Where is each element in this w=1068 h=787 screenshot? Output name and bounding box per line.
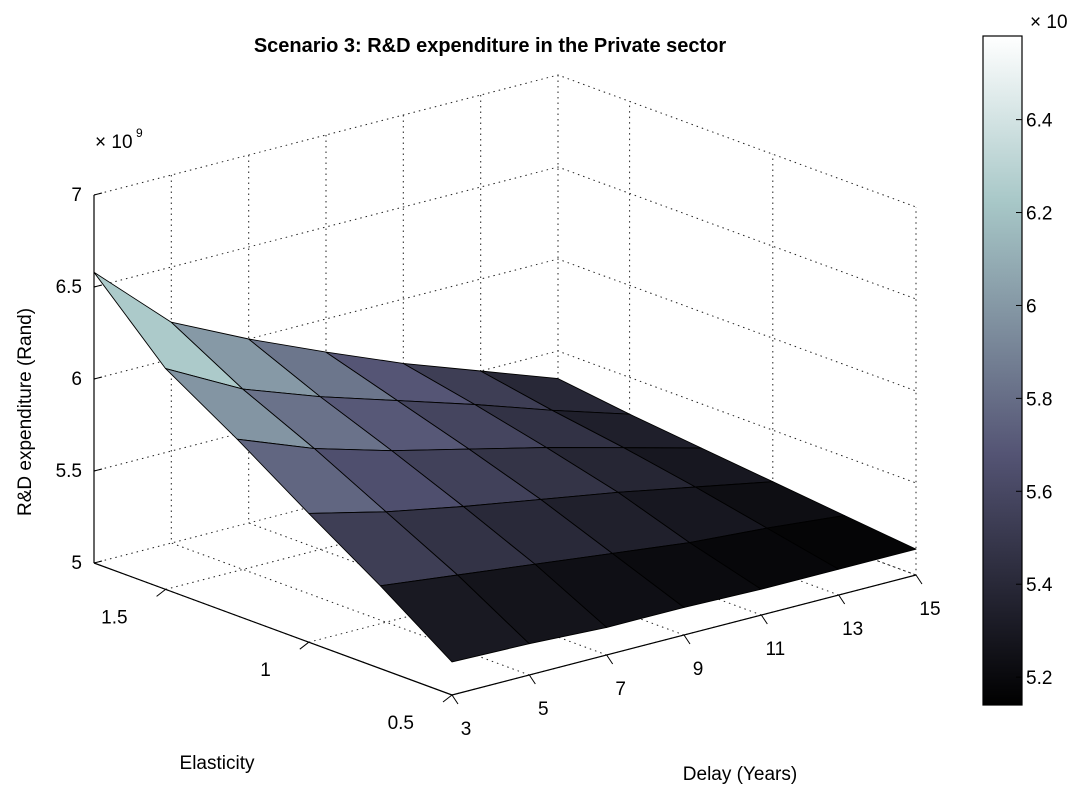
z-gridline xyxy=(93,166,917,300)
x-tick-label: 9 xyxy=(693,659,704,680)
y-tick-label: 1.5 xyxy=(101,607,127,628)
surface-layer xyxy=(93,271,917,663)
surface-patch xyxy=(766,515,917,570)
z-tick-mark xyxy=(93,560,103,564)
tick-labels: 5 5.5 6 6.5 7 3 5 7 9 11 13 15 0.5 1 1.5 xyxy=(56,185,941,740)
y-axis-line xyxy=(93,562,453,696)
x-tick-mark xyxy=(915,574,923,585)
y-tick-label: 0.5 xyxy=(388,713,414,734)
y-tick-mark xyxy=(156,589,166,597)
z-tick-mark xyxy=(93,192,103,196)
x-tick-label: 15 xyxy=(919,599,940,620)
x-tick-label: 3 xyxy=(461,719,472,740)
z-axis-label: R&D expenditure (Rand) xyxy=(15,308,36,516)
z-gridline xyxy=(93,74,917,208)
z-tick-mark xyxy=(93,376,103,380)
x-axis-label: Delay (Years) xyxy=(683,764,797,785)
x-tick-label: 11 xyxy=(765,639,785,660)
colorbar-tick-label: 5.4 xyxy=(1026,575,1053,596)
colorbar-tick-label: 5.6 xyxy=(1026,482,1052,503)
x-tick-mark xyxy=(683,634,691,645)
y-tick-mark xyxy=(442,694,453,703)
z-tick-label: 5 xyxy=(71,553,82,574)
x-tick-mark xyxy=(606,654,614,665)
z-multiplier-exponent: 9 xyxy=(136,126,143,140)
x-tick-label: 7 xyxy=(615,679,626,700)
colorbar-tick-label: 6.2 xyxy=(1026,204,1052,225)
colorbar-tick-label: 5.2 xyxy=(1026,668,1052,689)
x-tick-mark xyxy=(528,674,536,685)
colorbar: 5.2 5.4 5.6 5.8 6 6.2 6.4 × 10 xyxy=(982,12,1068,706)
z-tick-mark xyxy=(93,468,103,472)
z-tick-mark xyxy=(93,284,103,288)
colorbar-tick-label: 6 xyxy=(1026,296,1037,317)
z-multiplier: × 10 9 xyxy=(95,126,143,153)
x-tick-label: 5 xyxy=(538,699,549,720)
colorbar-gradient xyxy=(982,35,1023,706)
colorbar-tick-label: 6.4 xyxy=(1026,111,1053,132)
z-tick-label: 6 xyxy=(71,369,82,390)
chart-title: Scenario 3: R&D expenditure in the Priva… xyxy=(254,35,727,57)
z-multiplier-base: × 10 xyxy=(95,132,133,153)
z-tick-label: 5.5 xyxy=(56,461,82,482)
x-tick-mark xyxy=(838,594,846,605)
z-tick-label: 6.5 xyxy=(56,277,82,298)
colorbar-multiplier: × 10 xyxy=(1030,12,1068,33)
y-tick-mark xyxy=(299,641,310,650)
colorbar-tick-label: 5.8 xyxy=(1026,389,1052,410)
x-tick-mark xyxy=(760,614,768,625)
z-tick-label: 7 xyxy=(71,185,82,206)
x-tick-mark xyxy=(451,694,459,705)
x-gridline xyxy=(170,175,530,676)
x-tick-label: 13 xyxy=(842,619,863,640)
y-tick-label: 1 xyxy=(260,660,271,681)
y-axis-label: Elasticity xyxy=(180,753,255,774)
colorbar-ticks: 5.2 5.4 5.6 5.8 6 6.2 6.4 xyxy=(1016,111,1053,689)
